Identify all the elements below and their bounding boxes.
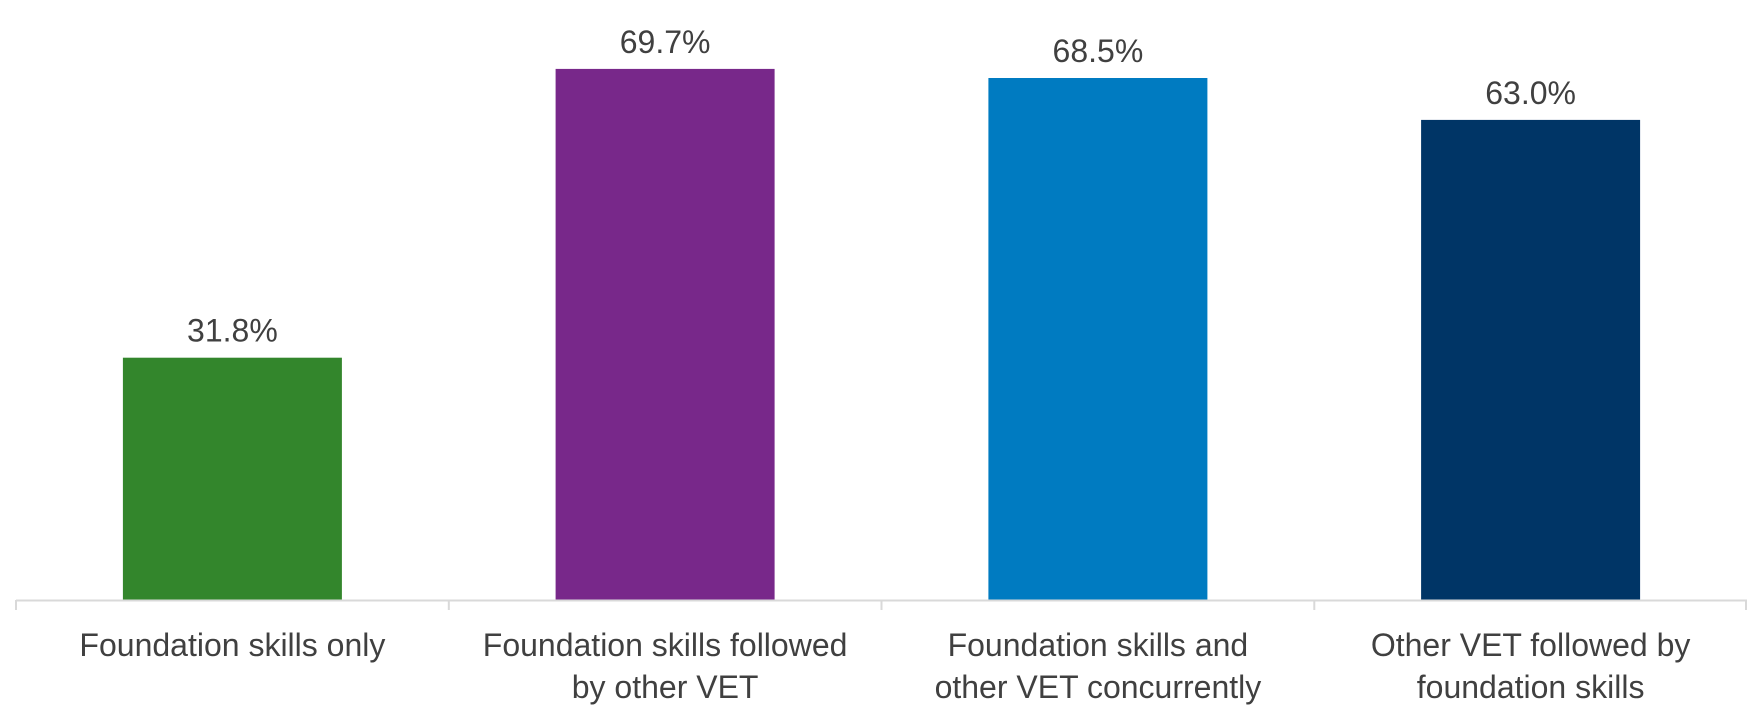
- category-label-4-line-2: foundation skills: [1417, 669, 1645, 705]
- value-label-1: 31.8%: [187, 313, 278, 349]
- category-label-4-line-1: Other VET followed by: [1371, 627, 1691, 663]
- category-labels-layer: Foundation skills only Foundation skills …: [79, 627, 1690, 705]
- value-label-4: 63.0%: [1485, 75, 1576, 111]
- x-axis: [15, 599, 1747, 610]
- category-label-2-line-1: Foundation skills followed: [483, 627, 848, 663]
- value-labels-layer: 31.8% 69.7% 68.5% 63.0%: [187, 24, 1576, 349]
- category-label-4: Other VET followed by foundation skills: [1371, 627, 1691, 705]
- bar-3: [988, 78, 1208, 600]
- bar-4: [1421, 119, 1641, 601]
- category-label-3-line-2: other VET concurrently: [935, 669, 1262, 705]
- bars-layer: [122, 68, 1641, 601]
- value-label-3: 68.5%: [1053, 33, 1144, 69]
- category-label-3: Foundation skills and other VET concurren…: [935, 627, 1262, 705]
- bar-2: [555, 68, 775, 600]
- category-label-2: Foundation skills followed by other VET: [483, 627, 848, 705]
- category-label-1-line-1: Foundation skills only: [79, 627, 385, 663]
- category-label-2-line-2: by other VET: [572, 669, 759, 705]
- bar-1: [122, 357, 342, 600]
- value-label-2: 69.7%: [620, 24, 711, 60]
- category-label-3-line-1: Foundation skills and: [948, 627, 1249, 663]
- category-label-1: Foundation skills only: [79, 627, 385, 663]
